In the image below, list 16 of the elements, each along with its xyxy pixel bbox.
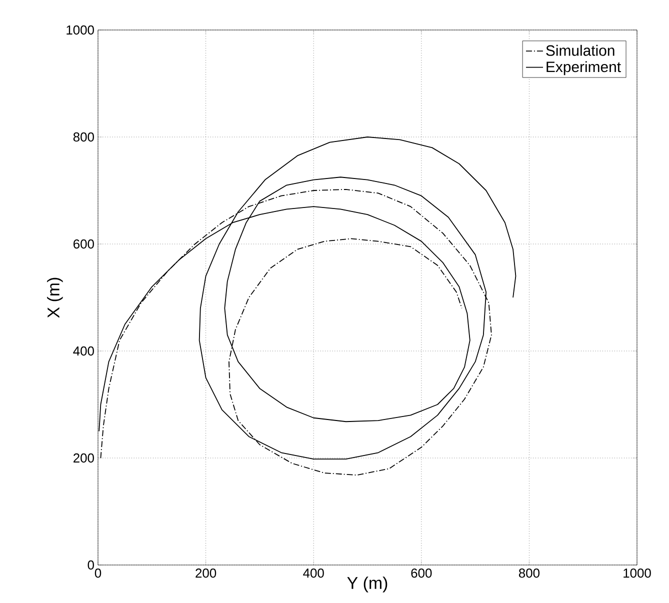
x-tick-label: 1000 <box>624 568 651 578</box>
y-tick-label: 600 <box>74 239 94 249</box>
y-tick-label: 800 <box>73 132 94 142</box>
y-tick-label: 1000 <box>66 25 94 35</box>
x-tick-label: 0 <box>94 568 102 578</box>
legend-label: Experiment <box>546 61 621 76</box>
y-tick-label: 400 <box>73 346 94 356</box>
x-tick-label: 400 <box>303 568 324 578</box>
y-tick-label: 200 <box>74 453 94 463</box>
x-tick-label: 600 <box>411 568 432 578</box>
y-tick-label: 0 <box>88 560 94 570</box>
x-tick-label: 200 <box>196 568 216 578</box>
x-axis-title: Y (m) <box>347 576 388 592</box>
x-tick-label: 800 <box>518 568 540 578</box>
y-axis-title: X (m) <box>47 278 63 318</box>
legend-label: Simulation <box>546 44 614 56</box>
